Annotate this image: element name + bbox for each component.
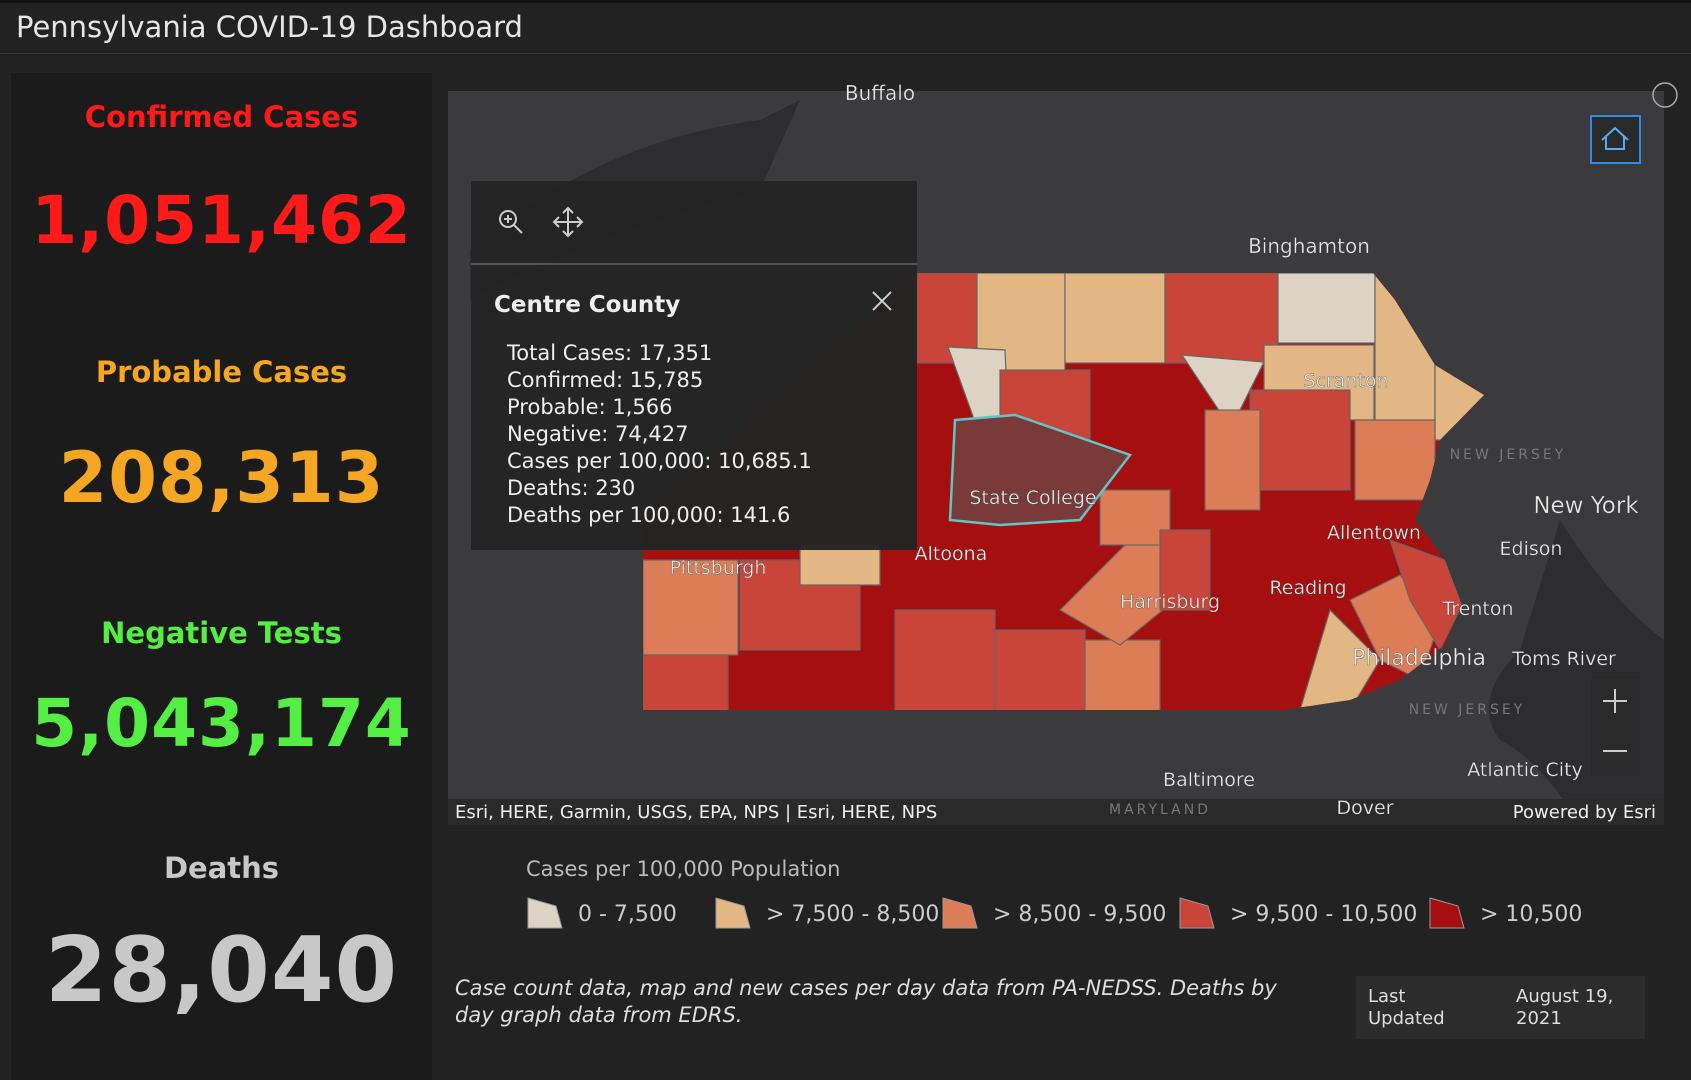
popup-zoom[interactable] [499, 210, 517, 228]
popup-line: Negative: 74,427 [507, 422, 688, 446]
map-label: NEW JERSEY [1409, 702, 1526, 718]
stat-label: Deaths [163, 851, 280, 885]
popup-line: Total Cases: 17,351 [506, 341, 712, 365]
map-label: Atlantic City [1467, 759, 1583, 781]
map-label: NEW JERSEY [1450, 447, 1567, 463]
map-label: New York [1533, 493, 1639, 519]
popup-line: Probable: 1,566 [507, 395, 672, 419]
last-updated: Last Updated August 19, 2021 [1356, 976, 1645, 1039]
legend-label: > 10,500 [1480, 902, 1582, 927]
stat-value: 1,051,462 [31, 182, 412, 259]
attribution: Esri, HERE, Garmin, USGS, EPA, NPS | Esr… [455, 802, 937, 823]
stat-label: Confirmed Cases [84, 100, 359, 134]
popup-line: Deaths: 230 [507, 476, 635, 500]
stat-value: 208,313 [58, 437, 385, 519]
map-label: Binghamton [1248, 234, 1370, 258]
map-label: Scranton [1303, 370, 1388, 392]
map-label: Baltimore [1163, 769, 1255, 791]
map-label: MARYLAND [1109, 802, 1211, 818]
legend-title: Cases per 100,000 Population [526, 857, 840, 881]
expand-button[interactable] [1652, 82, 1678, 108]
legend-swatch [1429, 897, 1465, 929]
map-label: Trenton [1441, 598, 1513, 620]
legend-swatch [1179, 897, 1215, 929]
map-label: Edison [1500, 538, 1563, 560]
map-label: Philadelphia [1352, 646, 1486, 671]
legend-label: 0 - 7,500 [578, 902, 677, 927]
map-label: Harrisburg [1120, 591, 1220, 613]
last-updated-label: Last Updated [1368, 986, 1445, 1029]
powered-by: Powered by Esri [1513, 802, 1656, 823]
popup-pan[interactable] [552, 206, 584, 238]
legend-swatch [527, 897, 563, 929]
popup-line: Deaths per 100,000: 141.6 [507, 503, 790, 527]
zoom-in[interactable] [1603, 689, 1627, 713]
popup-line: Confirmed: 15,785 [507, 368, 703, 392]
map-label: Dover [1337, 797, 1394, 819]
stat-value: 5,043,174 [31, 685, 412, 762]
legend-swatch [715, 897, 751, 929]
popup-zoom-icon [504, 215, 523, 234]
stat-value: 28,040 [44, 918, 399, 1023]
legend-label: > 8,500 - 9,500 [993, 902, 1166, 927]
legend-label: > 7,500 - 8,500 [766, 902, 939, 927]
stat-label: Negative Tests [101, 616, 342, 650]
popup-close[interactable] [872, 291, 892, 311]
stats-panel [11, 73, 432, 1080]
stat-label: Probable Cases [95, 355, 348, 389]
map-label: Buffalo [845, 81, 915, 105]
popup-title: Centre County [494, 292, 680, 318]
map-label: Pittsburgh [670, 557, 767, 579]
footnote: Case count data, map and new cases per d… [455, 976, 1277, 1027]
map-label: Altoona [915, 543, 988, 565]
map-label: Toms River [1511, 648, 1616, 670]
header [0, 0, 1691, 54]
attribution-bar [448, 799, 1664, 825]
map-label: Allentown [1327, 522, 1421, 544]
home-button[interactable] [1590, 115, 1641, 164]
legend-swatch [942, 897, 978, 929]
legend-label: > 9,500 - 10,500 [1230, 902, 1417, 927]
map-label: Reading [1269, 577, 1346, 599]
map-label: State College [969, 487, 1096, 509]
home-icon [1601, 126, 1629, 150]
dashboard-title: Pennsylvania COVID-19 Dashboard [16, 10, 523, 44]
popup-line: Cases per 100,000: 10,685.1 [507, 449, 812, 473]
last-updated-value: August 19, 2021 [1516, 986, 1614, 1029]
popup [471, 181, 917, 550]
